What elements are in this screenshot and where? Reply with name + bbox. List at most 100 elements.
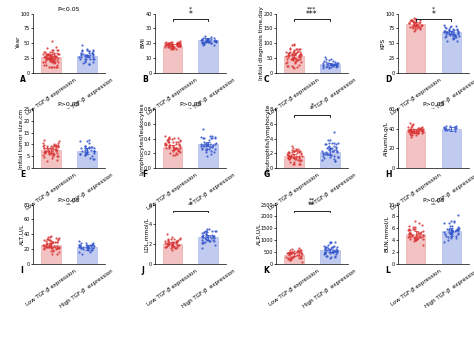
Point xyxy=(296,256,303,261)
Point xyxy=(408,124,415,130)
Point xyxy=(296,158,304,163)
Point xyxy=(162,142,169,147)
Point xyxy=(49,150,57,155)
Point xyxy=(49,146,57,152)
Point xyxy=(167,46,174,51)
Point xyxy=(84,149,91,154)
Point xyxy=(176,38,184,44)
Point xyxy=(85,61,92,66)
Point xyxy=(176,43,183,49)
Point xyxy=(448,227,456,233)
Point xyxy=(410,23,418,29)
Bar xyxy=(442,231,461,264)
Point xyxy=(167,241,175,246)
Point xyxy=(176,44,184,49)
Point xyxy=(52,59,59,64)
Point xyxy=(413,21,421,27)
Point xyxy=(42,63,50,68)
Point xyxy=(91,156,98,162)
Point xyxy=(200,229,208,235)
Point xyxy=(164,137,172,142)
Point xyxy=(412,23,420,28)
Point xyxy=(288,51,296,57)
Point xyxy=(410,226,418,232)
Point xyxy=(456,225,463,231)
Point xyxy=(53,62,61,68)
Point xyxy=(298,260,306,265)
Point xyxy=(54,51,62,56)
Point xyxy=(52,143,60,148)
Point xyxy=(410,129,417,134)
Point xyxy=(163,42,170,48)
Point xyxy=(50,153,57,158)
Point xyxy=(410,224,417,230)
Text: High TGF-β  expression: High TGF-β expression xyxy=(59,173,114,213)
Point xyxy=(444,29,451,35)
Point xyxy=(206,145,214,150)
Point xyxy=(452,235,460,240)
Point xyxy=(48,47,56,52)
Point xyxy=(290,57,297,63)
Point xyxy=(419,232,426,238)
Point xyxy=(75,249,83,255)
Point xyxy=(323,247,331,253)
Point xyxy=(82,58,89,64)
Point xyxy=(81,152,89,158)
Point xyxy=(331,159,338,164)
Point xyxy=(44,237,51,242)
Point xyxy=(285,156,292,162)
Point xyxy=(289,249,296,255)
Point xyxy=(79,148,86,153)
Point xyxy=(329,249,337,255)
Point xyxy=(76,244,83,249)
Bar xyxy=(442,129,461,168)
Point xyxy=(333,148,341,153)
Point xyxy=(173,141,180,146)
Point xyxy=(290,148,298,154)
Point xyxy=(295,46,302,52)
Point xyxy=(45,64,52,69)
Point xyxy=(284,154,292,160)
Point xyxy=(174,148,182,154)
Point xyxy=(90,56,98,61)
Point xyxy=(295,161,302,167)
Point xyxy=(448,233,456,239)
Point xyxy=(47,143,55,149)
Point xyxy=(82,245,90,250)
Point xyxy=(50,56,57,61)
Point xyxy=(89,55,97,60)
Point xyxy=(285,251,292,256)
Point xyxy=(47,151,55,157)
Point xyxy=(329,148,337,154)
Point xyxy=(174,44,182,49)
Point xyxy=(289,56,297,62)
Point xyxy=(416,230,424,235)
Point xyxy=(165,44,173,49)
Point xyxy=(449,29,456,34)
Point xyxy=(411,226,419,232)
Point xyxy=(453,125,460,130)
Point xyxy=(332,62,339,67)
Point xyxy=(42,54,49,59)
Point xyxy=(77,245,85,250)
Point xyxy=(445,226,453,232)
Point xyxy=(284,152,292,158)
Text: F: F xyxy=(142,170,147,179)
Point xyxy=(286,160,293,165)
Point xyxy=(285,149,292,155)
Point xyxy=(82,240,89,245)
Point xyxy=(76,152,84,157)
Point xyxy=(79,247,87,252)
Point xyxy=(53,144,60,150)
Point xyxy=(334,244,341,249)
Point xyxy=(410,15,418,21)
Point xyxy=(410,129,418,134)
Point xyxy=(82,144,89,149)
Point xyxy=(47,57,55,63)
Point xyxy=(284,250,292,256)
Point xyxy=(290,41,297,47)
Point xyxy=(52,148,60,153)
Point xyxy=(297,157,305,163)
Point xyxy=(161,238,169,244)
Point xyxy=(50,143,58,149)
